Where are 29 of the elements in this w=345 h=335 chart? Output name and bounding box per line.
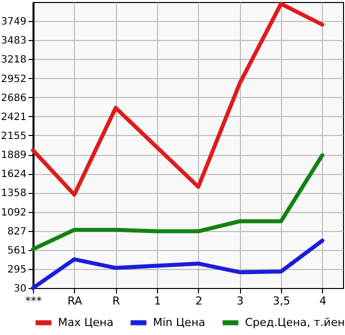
line-series: [31, 238, 324, 290]
legend-label: Max Цена: [58, 316, 114, 329]
y-tick-label: 2952: [1, 74, 26, 85]
x-tick-label: RA: [67, 294, 83, 308]
x-tick-label: 3: [236, 294, 244, 308]
x-tick-label: 2: [195, 294, 202, 308]
y-tick-label: 827: [7, 226, 26, 238]
y-tick-label: 1092: [1, 207, 26, 218]
y-tick-label: 295: [7, 264, 26, 276]
y-tick-label: 2155: [1, 130, 26, 142]
y-tick-label: 30: [14, 284, 26, 294]
line-series: [31, 153, 324, 252]
x-tick-label: 4: [319, 294, 326, 308]
y-tick-label: 3218: [1, 54, 26, 66]
y-tick-label: 1358: [1, 188, 26, 200]
legend-label: Сред.Цена, т.йен: [245, 316, 345, 329]
x-tick-label: ***: [25, 294, 42, 308]
y-tick-label: 2686: [1, 92, 26, 104]
x-tick-label: 1: [154, 294, 161, 308]
line-series: [31, 2, 324, 197]
y-tick-label: 561: [7, 245, 26, 256]
y-tick-label: 3483: [1, 36, 26, 47]
legend-label: Min Цена: [153, 316, 206, 329]
y-tick-label: 3749: [1, 16, 26, 28]
x-tick-label: R: [112, 294, 120, 308]
y-tick-label: 1624: [1, 169, 26, 180]
y-tick-label: 2421: [1, 112, 26, 123]
y-tick-label: 1889: [1, 150, 26, 162]
x-tick-label: 3,5: [272, 294, 290, 308]
